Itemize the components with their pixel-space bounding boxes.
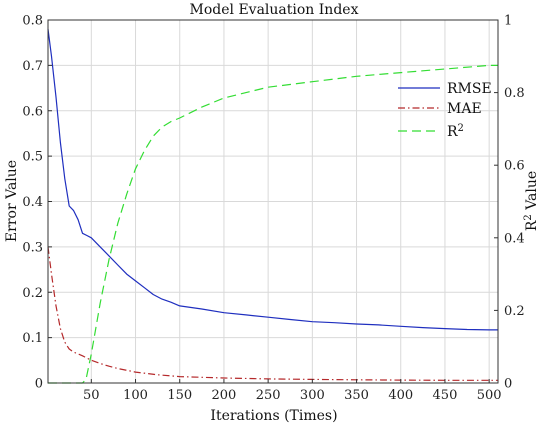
- x-tick-label: 450: [433, 388, 458, 403]
- y-left-tick-label: 0: [35, 377, 43, 392]
- y-right-tick-label: 1: [504, 14, 512, 29]
- y-left-tick-label: 0.3: [22, 240, 43, 255]
- y-right-title-sup: 2: [523, 214, 534, 220]
- series-line-rmse: [47, 29, 498, 331]
- x-tick-label: 250: [256, 388, 281, 403]
- legend-label: MAE: [447, 101, 482, 117]
- legend: RMSE MAE R2: [398, 81, 492, 140]
- plot-area: [47, 29, 498, 384]
- legend-label: R2: [447, 123, 464, 141]
- y-right-title-base: R: [524, 220, 540, 231]
- y-right-tick-label: 0.8: [504, 86, 525, 101]
- tick-labels: 50 100 150 200 250 300 350 400 450 50000.10.20.30…: [22, 14, 524, 404]
- y-right-tick-label: 0.6: [504, 159, 525, 174]
- grid: [48, 20, 498, 383]
- x-tick-label: 350: [344, 388, 369, 403]
- y-left-tick-label: 0.1: [22, 331, 43, 346]
- x-tick-label: 100: [123, 388, 148, 403]
- y-right-title-rest: Value: [524, 171, 540, 214]
- x-tick-label: 50: [83, 388, 100, 403]
- y-left-tick-label: 0.6: [22, 104, 43, 119]
- y-left-tick-label: 0.8: [22, 14, 43, 29]
- y-left-tick-label: 0.2: [22, 286, 43, 301]
- y-axis-right-title: R2 Value: [523, 171, 541, 231]
- y-left-tick-label: 0.4: [22, 195, 43, 210]
- legend-label: RMSE: [447, 81, 492, 97]
- y-right-tick-label: 0: [504, 377, 512, 392]
- y-right-tick-label: 0.4: [504, 231, 525, 246]
- x-axis-title: Iterations (Times): [210, 408, 337, 424]
- y-left-tick-label: 0.5: [22, 150, 43, 165]
- y-left-tick-label: 0.7: [22, 59, 43, 74]
- x-tick-label: 200: [212, 388, 237, 403]
- x-tick-label: 150: [167, 388, 192, 403]
- x-tick-label: 500: [477, 388, 502, 403]
- chart-title: Model Evaluation Index: [190, 2, 359, 18]
- x-tick-label: 300: [300, 388, 325, 403]
- series-line-r2: [48, 64, 498, 384]
- y-right-tick-label: 0.2: [504, 304, 525, 319]
- x-tick-label: 400: [388, 388, 413, 403]
- y-axis-left-title: Error Value: [4, 160, 20, 242]
- series-line-mae: [47, 246, 498, 381]
